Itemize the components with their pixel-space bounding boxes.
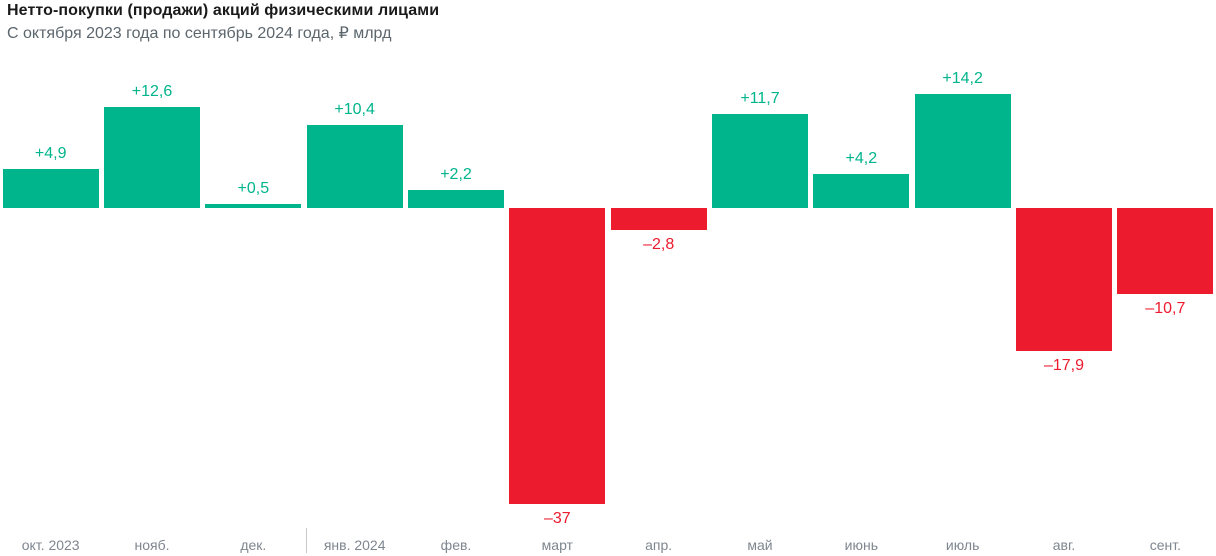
bar [712, 114, 808, 208]
year-separator [306, 528, 307, 553]
chart-subtitle: С октября 2023 года по сентябрь 2024 год… [7, 25, 392, 42]
bar [306, 124, 403, 208]
axis-label: июнь [844, 537, 878, 553]
bar-value-label: +0,5 [237, 180, 270, 197]
bar [1016, 208, 1112, 352]
bar-value-label: –37 [543, 510, 571, 527]
bar [2, 168, 99, 208]
bar-value-label: +4,9 [34, 144, 67, 162]
bar-value-label: +10,4 [334, 100, 375, 118]
axis-label: окт. 2023 [21, 537, 80, 553]
bar [813, 174, 910, 208]
axis-label: сент. [1149, 537, 1181, 553]
bar [914, 94, 1011, 208]
axis-label: авг. [1052, 537, 1076, 553]
bar-value-label: +12,6 [131, 83, 173, 101]
bar-value-label: –10,7 [1145, 299, 1186, 317]
bar [205, 204, 302, 208]
bar [408, 190, 504, 208]
bar-value-label: +14,2 [942, 70, 983, 88]
bar-value-label: –2,8 [643, 236, 675, 254]
axis-label: нояб. [134, 537, 170, 553]
bar-value-label: –17,9 [1043, 357, 1085, 375]
axis-label: фев. [440, 537, 472, 553]
bar-value-label: +4,2 [845, 150, 878, 168]
axis-label: дек. [240, 537, 267, 553]
axis-label: янв. 2024 [323, 537, 386, 553]
axis-label: май [747, 537, 773, 553]
bar [1117, 208, 1214, 294]
chart-header: Нетто-покупки (продажи) акций физическим… [7, 2, 439, 43]
bar-value-label: +2,2 [440, 166, 472, 184]
bar [104, 107, 200, 208]
bar [509, 208, 606, 504]
axis-label: апр. [645, 537, 673, 553]
chart-title: Нетто-покупки (продажи) акций физическим… [7, 2, 440, 19]
axis-label: июль [945, 537, 980, 553]
bar [610, 208, 707, 231]
bar-value-label: +11,7 [740, 90, 780, 108]
axis-label: март [541, 537, 573, 553]
